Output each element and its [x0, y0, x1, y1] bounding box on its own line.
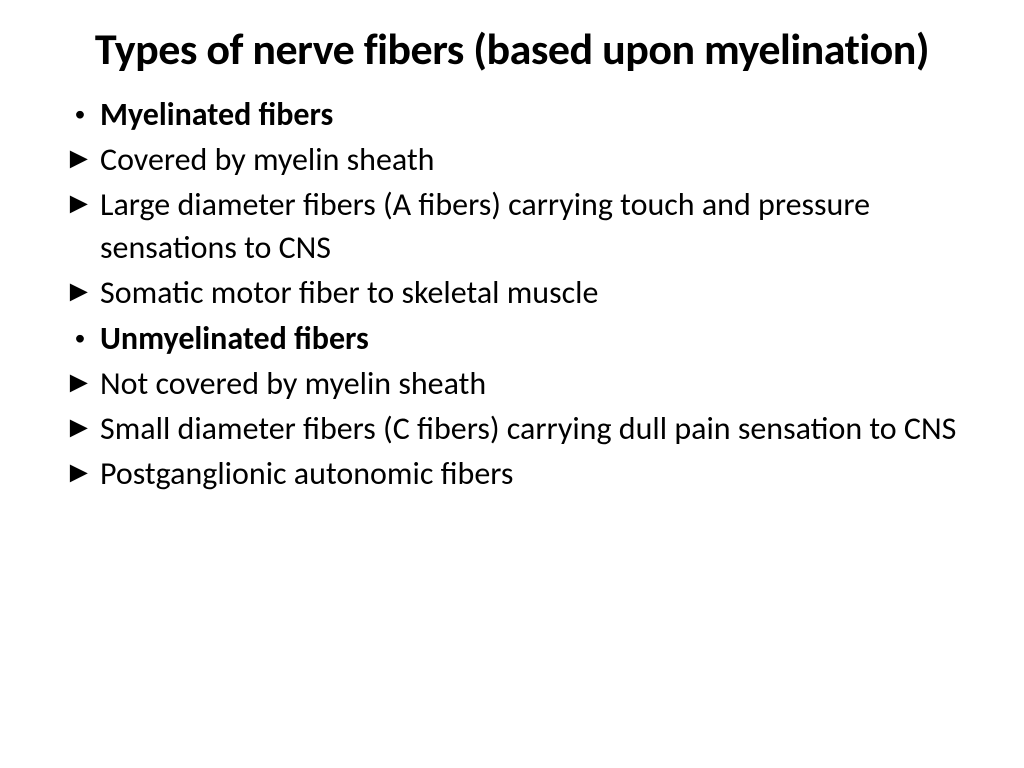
item-text: Postganglionic autonomic fibers	[100, 452, 964, 495]
arrow-icon: ►	[60, 407, 100, 449]
bullet-dot-icon: •	[60, 93, 100, 135]
list-item: ► Small diameter fibers (C fibers) carry…	[60, 407, 964, 450]
heading-text: Myelinated fibers	[100, 93, 964, 136]
item-text: Small diameter fibers (C fibers) carryin…	[100, 407, 964, 450]
heading-text: Unmyelinated fibers	[100, 317, 964, 360]
item-text: Not covered by myelin sheath	[100, 362, 964, 405]
arrow-icon: ►	[60, 271, 100, 313]
section-heading-myelinated: • Myelinated fibers	[60, 93, 964, 136]
list-item: ► Large diameter fibers (A fibers) carry…	[60, 183, 964, 269]
list-item: ► Somatic motor fiber to skeletal muscle	[60, 271, 964, 314]
item-text: Somatic motor fiber to skeletal muscle	[100, 271, 964, 314]
slide-body: • Myelinated fibers ► Covered by myelin …	[60, 93, 964, 496]
item-text: Covered by myelin sheath	[100, 138, 964, 181]
arrow-icon: ►	[60, 138, 100, 180]
bullet-dot-icon: •	[60, 317, 100, 359]
arrow-icon: ►	[60, 183, 100, 225]
arrow-icon: ►	[60, 452, 100, 494]
list-item: ► Postganglionic autonomic fibers	[60, 452, 964, 495]
arrow-icon: ►	[60, 362, 100, 404]
section-heading-unmyelinated: • Unmyelinated fibers	[60, 317, 964, 360]
slide-title: Types of nerve fibers (based upon myelin…	[60, 24, 964, 75]
list-item: ► Covered by myelin sheath	[60, 138, 964, 181]
item-text: Large diameter fibers (A fibers) carryin…	[100, 183, 964, 269]
list-item: ► Not covered by myelin sheath	[60, 362, 964, 405]
